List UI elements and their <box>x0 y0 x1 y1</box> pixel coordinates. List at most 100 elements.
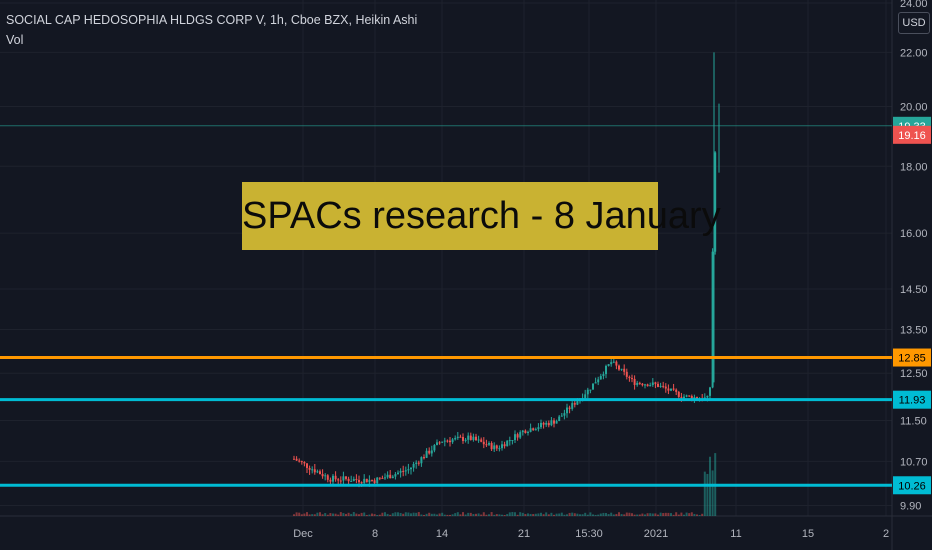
candle-body <box>675 389 678 392</box>
candle-body <box>625 371 628 377</box>
candle-body <box>373 480 376 484</box>
candle-body <box>365 478 368 483</box>
volume-bar <box>298 512 301 516</box>
volume-bar <box>589 512 592 516</box>
volume-bar <box>428 512 431 516</box>
volume-bar <box>672 514 675 516</box>
candle-body <box>407 469 410 471</box>
volume-bar <box>573 513 576 516</box>
volume-bar <box>376 514 379 516</box>
candle-body <box>542 422 545 425</box>
volume-bar <box>415 512 418 516</box>
volume-bar <box>373 514 376 516</box>
candle-body <box>425 450 428 458</box>
volume-bar <box>605 513 607 516</box>
candle-body <box>620 368 623 370</box>
volume-bar <box>391 513 394 516</box>
candle-body <box>511 440 514 442</box>
candle-body <box>644 384 646 386</box>
candle-body <box>646 384 649 387</box>
candle-body <box>389 474 392 479</box>
volume-bar <box>664 512 667 516</box>
volume-bar <box>339 512 342 516</box>
y-tick-label: 11.50 <box>900 416 927 428</box>
candle-body <box>446 440 449 442</box>
volume-bar <box>350 513 353 516</box>
candle-body <box>545 422 548 425</box>
candle-body <box>508 440 511 442</box>
volume-bar <box>404 512 407 516</box>
candle-body <box>410 467 412 470</box>
candle-body <box>329 479 332 482</box>
volume-bar <box>625 512 628 516</box>
volume-bar <box>667 512 670 516</box>
candle-body <box>311 469 314 471</box>
candle-body <box>298 460 301 462</box>
volume-bar <box>441 512 444 516</box>
candle-body <box>303 462 306 464</box>
candle-body <box>339 480 342 482</box>
volume-bar <box>363 512 366 516</box>
volume-bar <box>503 514 506 516</box>
candle-body <box>412 463 415 468</box>
candle-body <box>576 401 579 405</box>
volume-bar <box>534 513 537 516</box>
candle-body <box>295 458 298 461</box>
candle-body <box>633 378 636 385</box>
candle-body <box>514 434 516 441</box>
y-tick-label: 12.50 <box>900 368 928 380</box>
volume-bar <box>389 514 392 516</box>
volume-bar <box>456 512 459 516</box>
volume-bar <box>706 473 709 516</box>
volume-bar <box>482 512 485 516</box>
candle-body <box>599 376 602 380</box>
volume-bar <box>597 514 600 516</box>
volume-bar <box>568 512 571 516</box>
candle-body <box>667 388 670 391</box>
volume-bar <box>300 514 303 516</box>
candle-body <box>602 374 605 377</box>
candle-body <box>415 462 418 464</box>
volume-bar <box>321 514 324 516</box>
volume-bar <box>459 514 462 516</box>
candle-body <box>342 476 345 481</box>
candle-body <box>293 458 295 460</box>
volume-bar <box>607 514 610 516</box>
volume-bar <box>514 512 516 516</box>
candle-body <box>313 469 316 473</box>
volume-bar <box>480 514 483 516</box>
volume-bar <box>542 514 545 516</box>
candle-body <box>558 416 561 422</box>
candle-body <box>355 478 358 480</box>
candle-body <box>631 378 633 380</box>
y-tick-label: 20.00 <box>900 101 928 113</box>
candle-body <box>662 385 665 387</box>
candle-body <box>555 421 558 424</box>
candle-body <box>386 474 389 478</box>
x-tick-label: Dec <box>293 528 313 540</box>
volume-bar <box>651 513 654 516</box>
volume-bar <box>599 513 602 516</box>
volume-bar <box>433 513 436 516</box>
candle-body <box>690 395 693 400</box>
volume-bar <box>646 513 649 516</box>
candle-body <box>300 461 303 463</box>
volume-bar <box>532 514 535 516</box>
volume-bar <box>547 514 550 516</box>
candle-body <box>368 479 371 483</box>
volume-bar <box>659 512 662 516</box>
volume-bar <box>701 513 704 516</box>
x-tick-label: 21 <box>518 528 530 540</box>
candle-body <box>332 475 334 482</box>
candle-body <box>532 428 535 431</box>
volume-bar <box>623 514 626 516</box>
currency-button[interactable]: USD <box>898 12 930 34</box>
volume-bar <box>303 513 306 516</box>
volume-bar <box>397 512 399 516</box>
level-label-box <box>893 476 931 495</box>
volume-bar <box>381 512 384 516</box>
symbol-header: SOCIAL CAP HEDOSOPHIA HLDGS CORP V, 1h, … <box>6 13 418 27</box>
volume-bar <box>332 513 334 516</box>
